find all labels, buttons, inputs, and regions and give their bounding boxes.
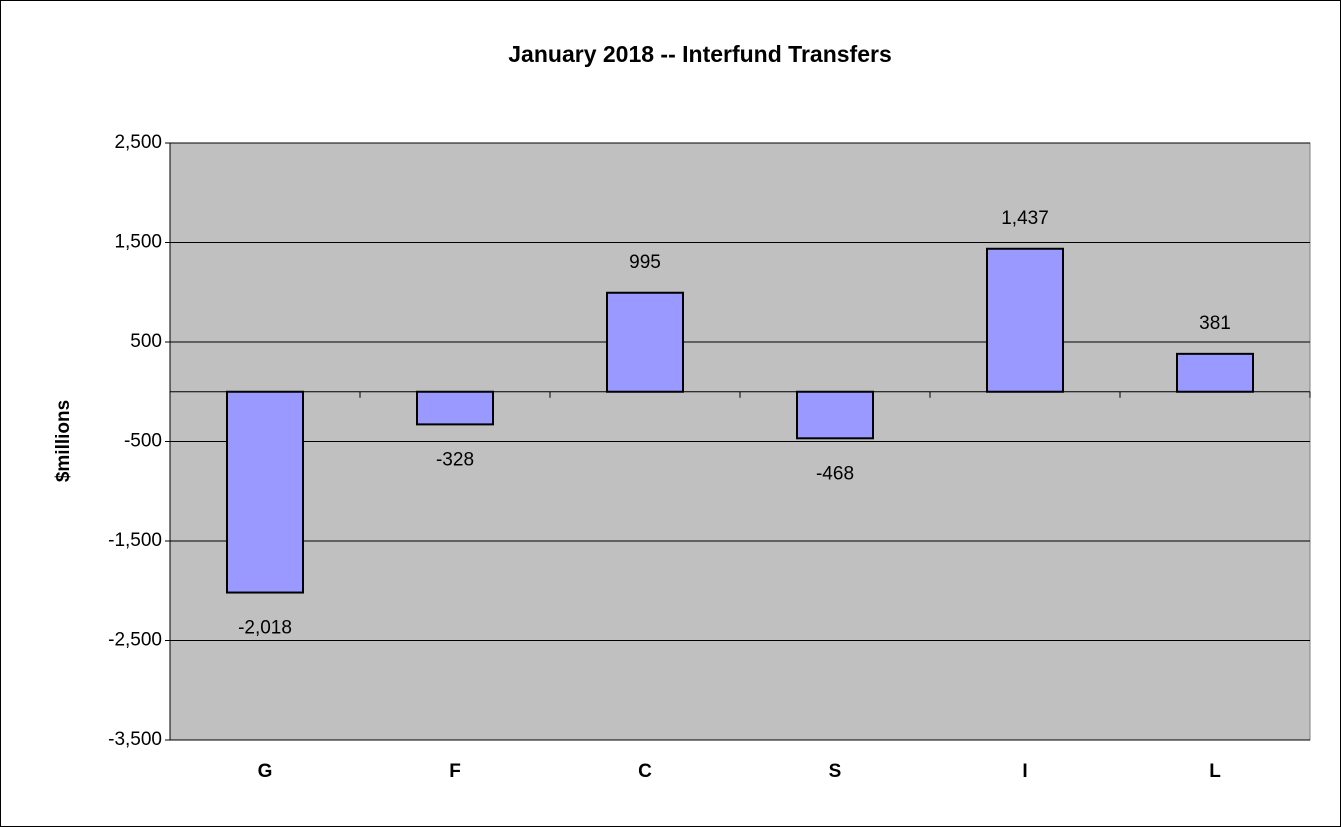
- data-label: 1,437: [1001, 208, 1049, 229]
- chart-title: January 2018 -- Interfund Transfers: [508, 41, 891, 67]
- data-label: 381: [1199, 313, 1231, 334]
- data-label: -2,018: [238, 618, 292, 639]
- y-tick-label: -500: [124, 431, 162, 452]
- bar: [416, 390, 494, 426]
- bar: [796, 390, 874, 440]
- x-tick-label: S: [829, 761, 842, 782]
- bar: [1176, 352, 1254, 393]
- y-tick-label: -2,500: [108, 630, 162, 651]
- data-label: 995: [629, 252, 661, 273]
- y-axis-label: $millions: [53, 400, 74, 482]
- y-tick-label: 2,500: [114, 132, 162, 153]
- x-tick-label: I: [1022, 761, 1027, 782]
- y-tick-label: 1,500: [114, 232, 162, 253]
- x-tick-label: F: [449, 761, 461, 782]
- bar: [986, 247, 1064, 393]
- x-tick-label: G: [258, 761, 273, 782]
- x-tick-label: L: [1209, 761, 1221, 782]
- bar: [226, 390, 304, 594]
- y-tick-label: 500: [130, 331, 162, 352]
- y-tick-label: -1,500: [108, 530, 162, 551]
- data-label: -468: [816, 463, 854, 484]
- bar: [606, 291, 684, 393]
- data-label: -328: [436, 449, 474, 470]
- x-tick-label: C: [638, 761, 652, 782]
- y-tick-label: -3,500: [108, 729, 162, 750]
